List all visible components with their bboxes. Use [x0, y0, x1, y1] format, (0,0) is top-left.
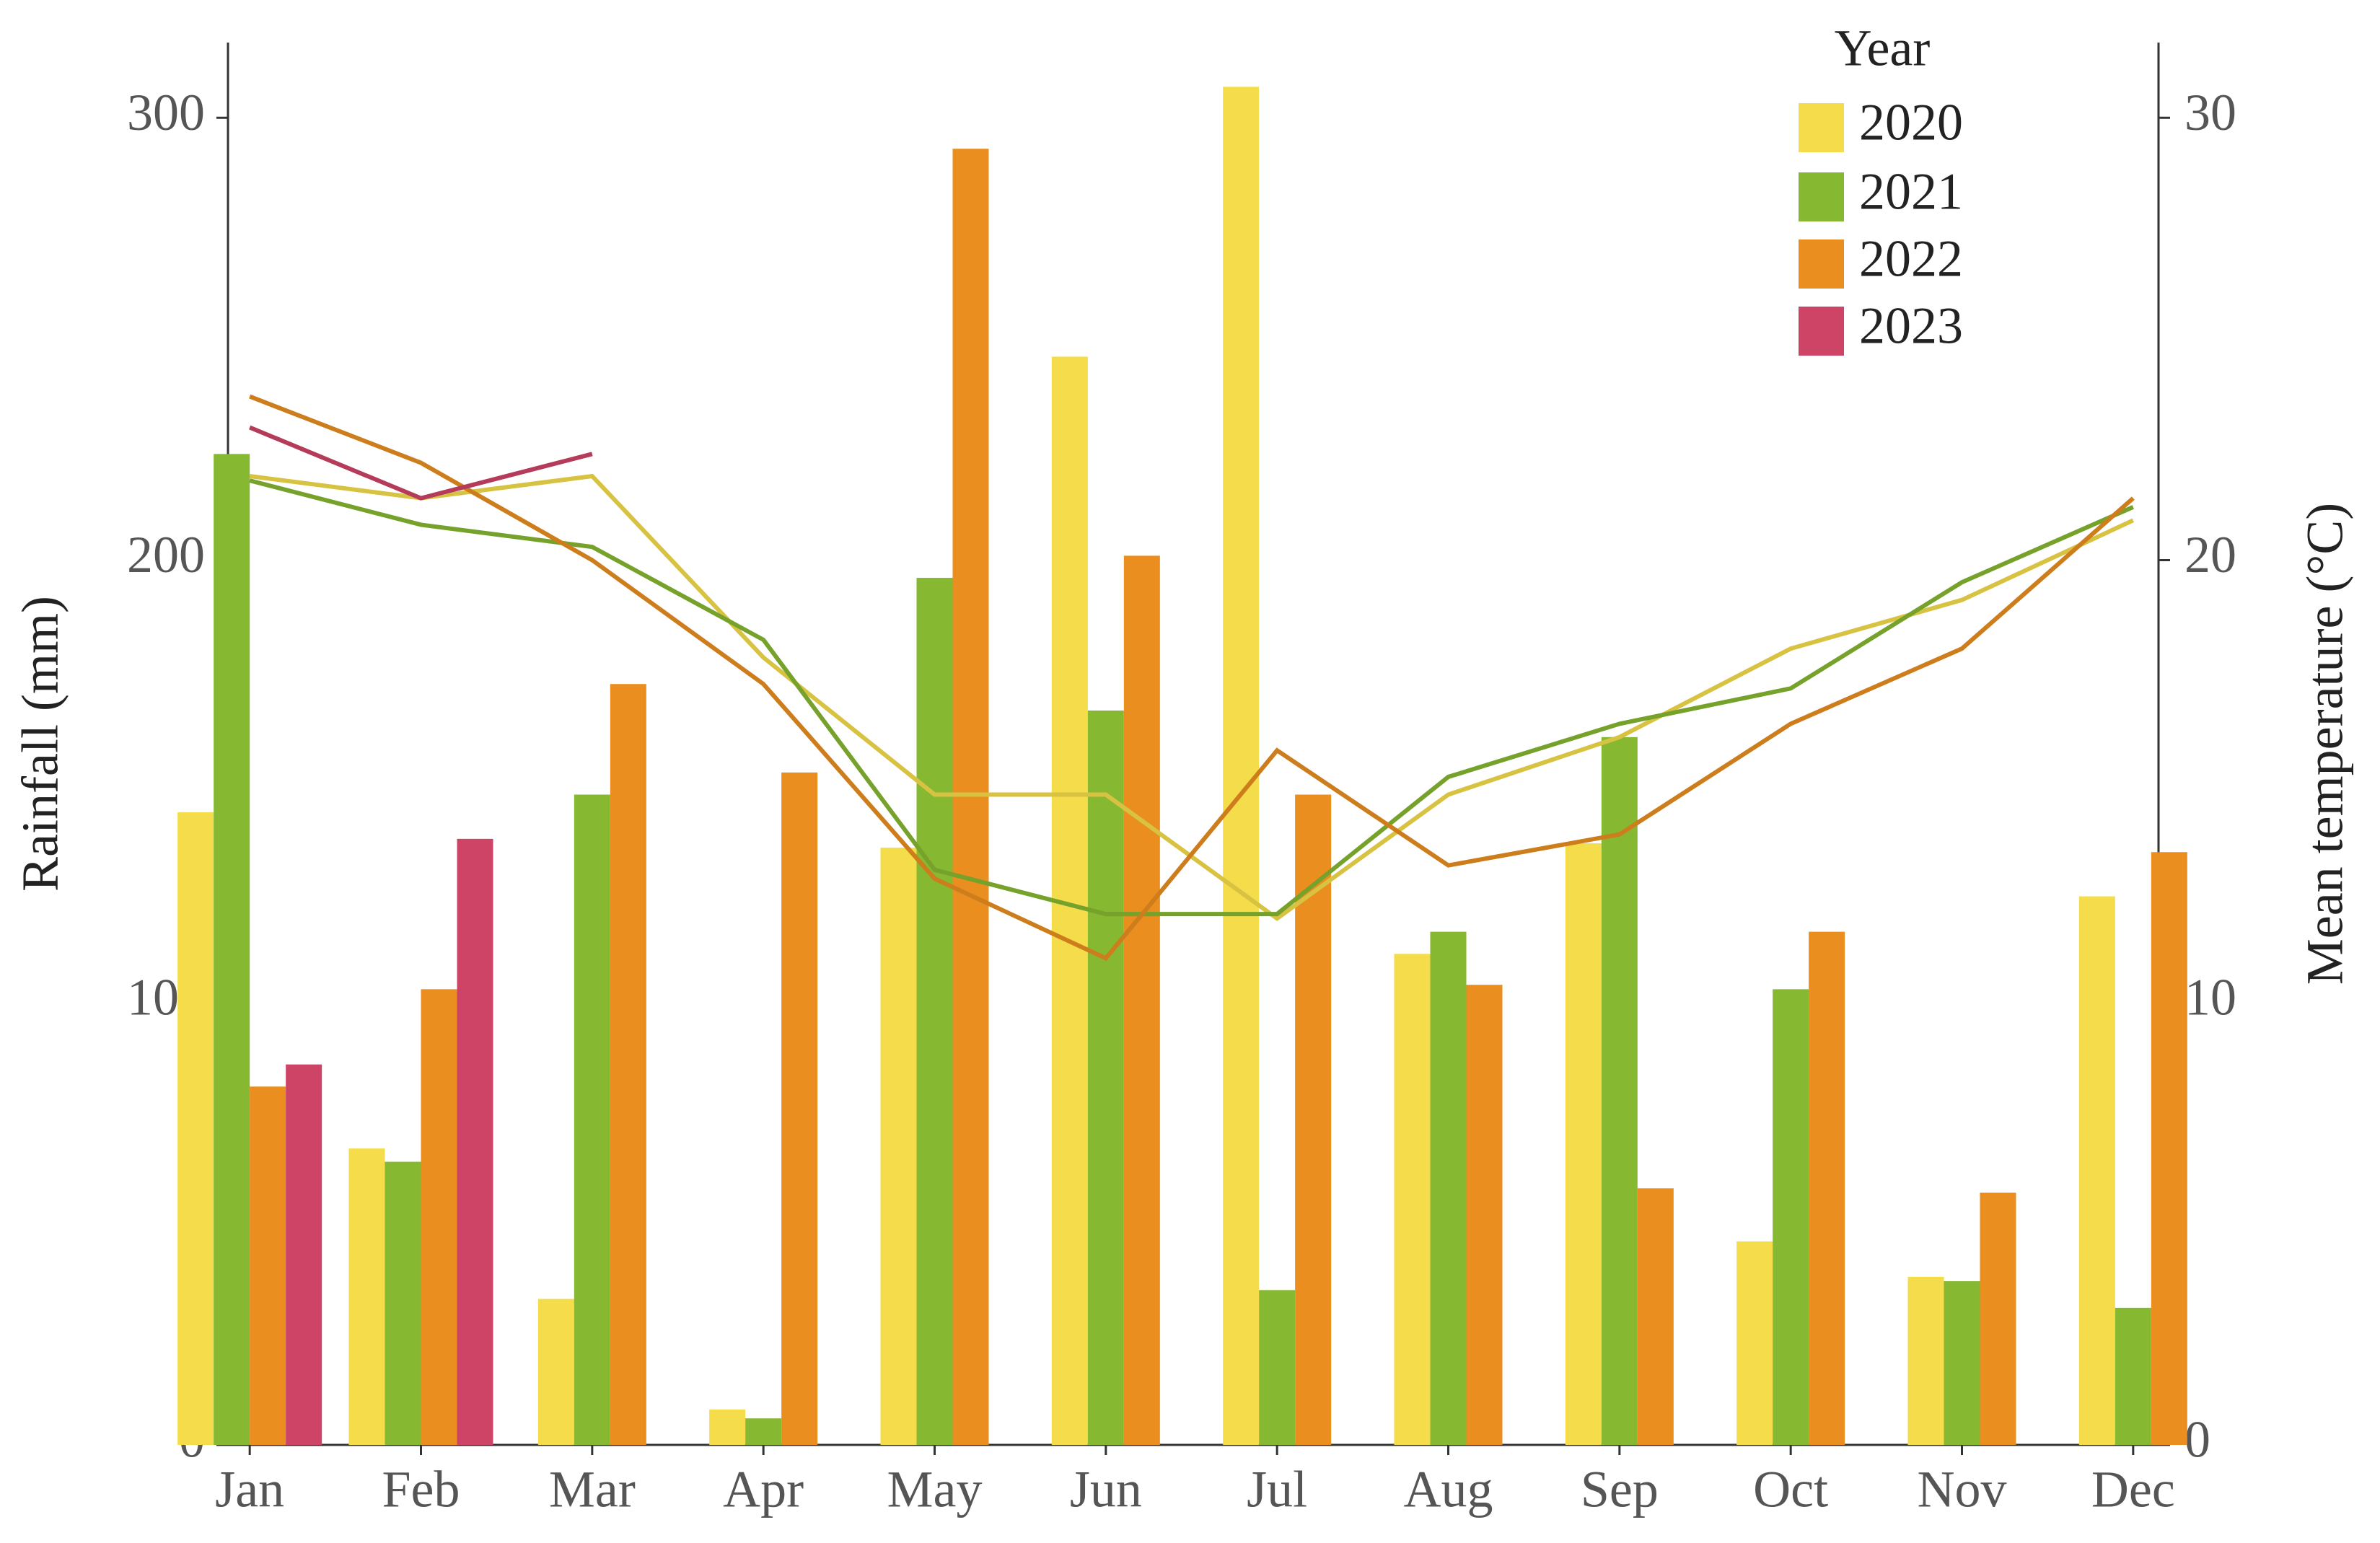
legend-label: 2023 [1859, 297, 1963, 355]
bar [781, 772, 818, 1445]
x-tick-label: Jul [1247, 1461, 1307, 1518]
bar [1809, 931, 1845, 1445]
legend-swatch [1799, 172, 1844, 221]
bar [214, 454, 250, 1445]
y2-tick-label: 0 [2184, 1411, 2210, 1469]
temperature-line [249, 394, 2135, 962]
bar [421, 989, 457, 1445]
y-tick-label: 300 [127, 84, 205, 141]
bar [457, 838, 493, 1445]
bar [1980, 1192, 2016, 1445]
legend-swatch [1799, 307, 1844, 356]
x-tick-label: Sep [1581, 1461, 1659, 1518]
bar [610, 684, 646, 1445]
x-tick-label: Dec [2091, 1461, 2175, 1518]
bar [2078, 896, 2115, 1445]
bar [2151, 852, 2187, 1445]
bar [1223, 87, 1260, 1445]
x-tick-label: Mar [549, 1461, 636, 1518]
bar [1944, 1281, 1980, 1445]
y-axis-title: Rainfall (mm) [12, 596, 69, 892]
temperature-line [249, 425, 593, 501]
bar [1259, 1290, 1296, 1445]
bar [1123, 555, 1160, 1445]
bar [745, 1418, 782, 1445]
x-tick-label: Jun [1070, 1461, 1142, 1518]
y2-tick-label: 10 [2184, 968, 2236, 1026]
bar [574, 794, 610, 1445]
x-tick-label: Nov [1918, 1461, 2007, 1518]
bar [1430, 931, 1467, 1445]
legend-label: 2022 [1859, 230, 1963, 288]
x-tick-label: May [887, 1461, 983, 1518]
bar [1773, 989, 1809, 1445]
bar [177, 812, 214, 1445]
bar [1565, 843, 1602, 1445]
bar [286, 1064, 322, 1445]
bar [2115, 1307, 2151, 1445]
legend-title: Year [1835, 19, 1931, 77]
bar [537, 1298, 574, 1445]
x-tick-label: Oct [1753, 1461, 1828, 1518]
bar [952, 149, 989, 1445]
bar [1394, 954, 1431, 1445]
x-tick-label: Jan [215, 1461, 284, 1518]
bar [1637, 1188, 1674, 1445]
bar [250, 1086, 286, 1445]
legend-label: 2020 [1859, 94, 1963, 151]
bar [348, 1148, 385, 1445]
bar [1466, 985, 1503, 1445]
legend-label: 2021 [1859, 163, 1963, 221]
x-tick-label: Feb [382, 1461, 460, 1518]
bar [1907, 1276, 1944, 1445]
y2-axis-title: Mean temperature (°C) [2296, 503, 2354, 985]
bar [385, 1161, 421, 1445]
bar [709, 1409, 746, 1445]
bar [1736, 1241, 1773, 1445]
legend-swatch [1799, 239, 1844, 289]
bar [880, 848, 917, 1445]
y2-tick-label: 30 [2184, 84, 2236, 141]
bar [916, 578, 953, 1446]
bar [1601, 737, 1638, 1445]
x-tick-label: Aug [1404, 1461, 1493, 1518]
legend-swatch [1799, 103, 1844, 152]
bar [1087, 711, 1124, 1445]
y-tick-label: 200 [127, 526, 205, 584]
y2-tick-label: 20 [2184, 526, 2236, 584]
x-tick-label: Apr [723, 1461, 804, 1518]
